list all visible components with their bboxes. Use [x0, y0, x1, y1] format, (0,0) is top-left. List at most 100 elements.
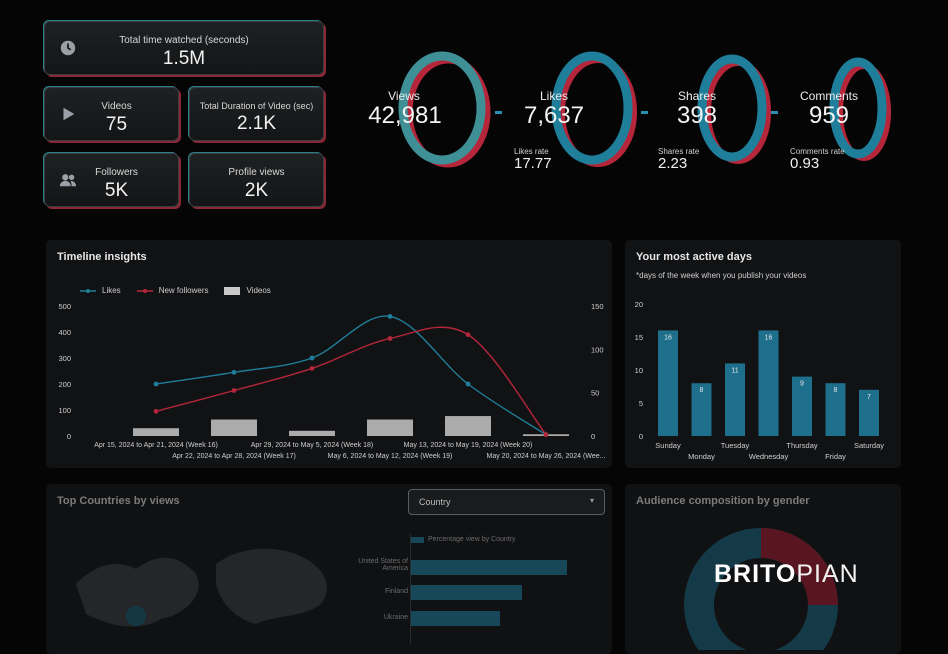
- kpi-value: 2.1K: [236, 113, 277, 134]
- x-tick-label: Friday: [825, 452, 846, 461]
- kpi-videos: Videos 75: [44, 87, 179, 141]
- kpi-profile-views: Profile views 2K: [189, 153, 324, 207]
- country-row-label: Finland: [385, 588, 408, 595]
- shares-rate-label: Shares rate: [658, 147, 700, 156]
- separator: [771, 111, 778, 114]
- country-dropdown[interactable]: Country ▾: [408, 489, 605, 515]
- legend-videos-marker: [224, 286, 241, 295]
- videos-bar: [289, 430, 335, 436]
- kpi-duration: Total Duration of Video (sec) 2.1K: [189, 87, 324, 141]
- x-tick-label: Thursday: [786, 441, 818, 450]
- axis-line: [410, 534, 411, 644]
- y-left-tick: 200: [58, 380, 71, 389]
- countries-legend: Percentage view by Country: [410, 536, 516, 543]
- comments-ring: [829, 57, 887, 159]
- panel-title: Audience composition by gender: [636, 495, 810, 507]
- x-tick-label: Apr 29, 2024 to May 5, 2024 (Week 18): [251, 442, 373, 449]
- y-tick: 15: [635, 333, 643, 342]
- separator: [495, 111, 502, 114]
- kpi-value: 1.5M: [162, 48, 206, 69]
- y-right-tick: 50: [591, 389, 599, 398]
- day-bar: [658, 330, 678, 436]
- x-tick-label: Saturday: [854, 441, 884, 450]
- day-bar: [758, 330, 779, 436]
- comments-value: 959: [808, 102, 850, 129]
- y-right-tick: 100: [591, 345, 604, 354]
- gender-panel: Audience composition by gender: [625, 484, 901, 654]
- kpi-total-time: Total time watched (seconds) 1.5M: [44, 21, 324, 75]
- world-map: [76, 548, 327, 627]
- kpi-label: Followers: [95, 167, 138, 178]
- legend-likes-marker: [80, 288, 96, 293]
- play-icon: [63, 107, 75, 121]
- country-bar: [410, 560, 567, 575]
- bar-value-label: 16: [664, 334, 672, 341]
- y-right-tick: 0: [591, 432, 595, 441]
- y-tick: 10: [635, 366, 643, 375]
- day-bar: [792, 376, 812, 436]
- gender-donut: [684, 528, 838, 650]
- likes-point: [465, 381, 471, 387]
- x-tick-label: May 20, 2024 to May 26, 2024 (Wee...: [487, 453, 606, 460]
- countries-legend-swatch: [410, 536, 424, 543]
- y-tick: 20: [635, 300, 643, 309]
- likes-ring: [551, 51, 633, 165]
- x-tick-label: Monday: [688, 452, 715, 461]
- y-left-tick: 400: [58, 328, 71, 337]
- brand-logo: BRITOPIAN: [714, 560, 859, 589]
- kpi-value: 75: [105, 114, 128, 135]
- y-tick: 0: [639, 432, 643, 441]
- countries-legend-label: Percentage view by Country: [428, 536, 516, 543]
- clock-icon: [60, 40, 76, 56]
- brand-part2: PIAN: [796, 560, 859, 588]
- x-tick-label: May 6, 2024 to May 12, 2024 (Week 19): [328, 453, 453, 460]
- bar-value-label: 7: [867, 394, 871, 401]
- kpi-value: 5K: [104, 180, 129, 201]
- day-bar: [691, 383, 712, 436]
- followers-point: [387, 336, 393, 341]
- y-left-tick: 0: [67, 432, 71, 441]
- separator: [641, 111, 648, 114]
- videos-bar: [133, 428, 179, 436]
- views-value: 42,981: [368, 102, 442, 129]
- kpi-label: Total time watched (seconds): [119, 35, 249, 46]
- likes-rate-label: Likes rate: [514, 147, 549, 156]
- legend-followers: New followers: [158, 286, 209, 295]
- legend-likes: Likes: [102, 286, 121, 295]
- followers-point: [465, 332, 471, 337]
- legend-videos: Videos: [246, 286, 271, 295]
- timeline-legend: Likes New followers Videos: [80, 286, 271, 295]
- x-tick-label: Sunday: [655, 441, 681, 450]
- x-tick-label: Tuesday: [721, 441, 750, 450]
- panel-title: Timeline insights: [57, 251, 147, 263]
- dropdown-value: Country: [419, 497, 451, 507]
- chevron-down-icon: ▾: [589, 496, 594, 505]
- kpi-label: Profile views: [228, 167, 285, 178]
- followers-point: [231, 388, 237, 393]
- y-right-tick: 150: [591, 302, 604, 311]
- kpi-value: 2K: [244, 180, 269, 201]
- legend-followers-marker: [136, 288, 153, 293]
- x-tick-label: Apr 15, 2024 to Apr 21, 2024 (Week 16): [94, 442, 218, 449]
- views-label: Views: [388, 89, 420, 103]
- followers-point: [309, 366, 315, 371]
- shares-value: 398: [676, 102, 718, 129]
- y-left-tick: 100: [58, 406, 71, 415]
- likes-point: [387, 314, 393, 319]
- day-bar: [725, 363, 745, 436]
- videos-bar: [211, 419, 257, 436]
- panel-title: Your most active days: [636, 251, 752, 263]
- likes-value: 7,637: [523, 102, 585, 129]
- kpi-label: Videos: [101, 101, 132, 112]
- videos-bar: [367, 419, 413, 436]
- likes-point: [309, 355, 315, 361]
- bar-value-label: 11: [731, 367, 738, 374]
- followers-point: [543, 432, 549, 438]
- shares-ring: [697, 54, 767, 162]
- metric-rings: [398, 51, 891, 168]
- x-tick-label: Apr 22, 2024 to Apr 28, 2024 (Week 17): [172, 453, 296, 460]
- y-left-tick: 300: [58, 354, 71, 363]
- country-bar: [410, 585, 522, 600]
- comments-label: Comments: [799, 89, 858, 103]
